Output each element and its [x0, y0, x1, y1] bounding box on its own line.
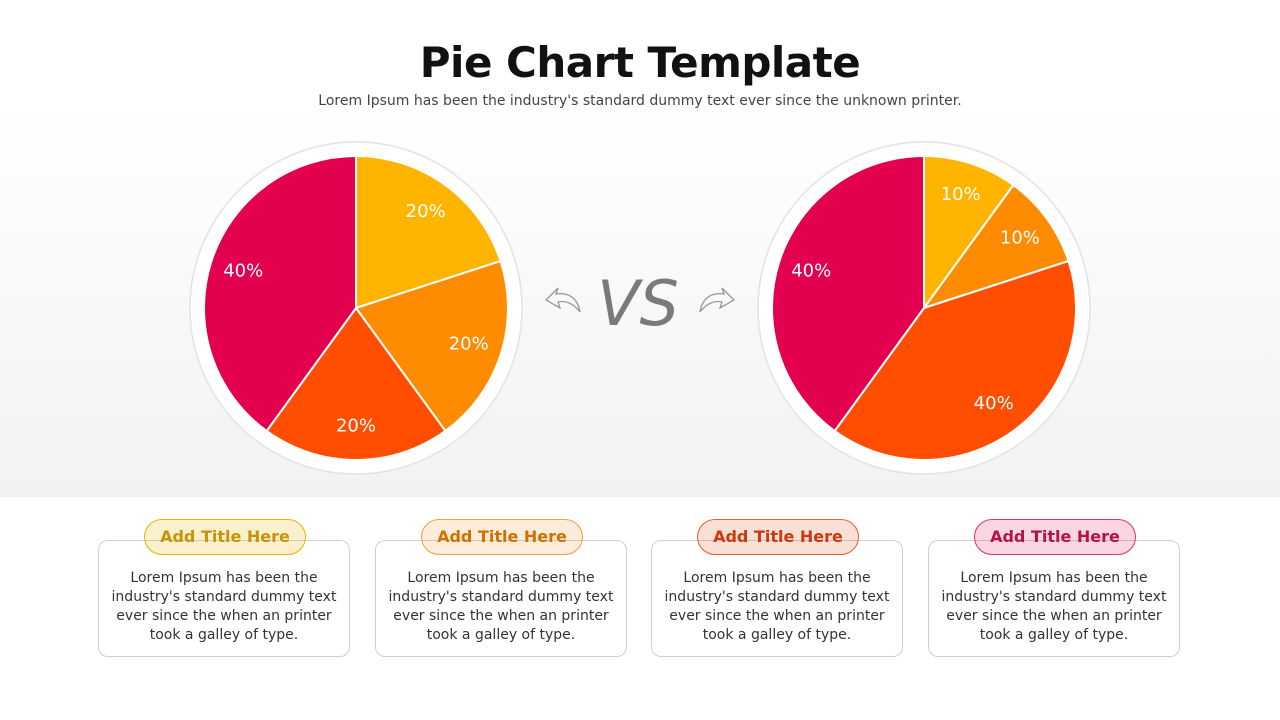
pie-slice — [354, 259, 509, 433]
data-label: 20% — [406, 201, 446, 222]
pie-slice — [771, 154, 925, 433]
card-title: Add Title Here — [974, 519, 1136, 555]
card-title: Add Title Here — [697, 519, 859, 555]
pie-slice — [923, 154, 1015, 312]
arrow-right — [699, 287, 736, 313]
card-text: Lorem Ipsum has been the industry's stan… — [111, 570, 337, 643]
card: Lorem Ipsum has been the industry's stan… — [928, 540, 1180, 657]
arrow-left — [544, 287, 581, 313]
data-label: 10% — [1000, 227, 1040, 248]
card-text: Lorem Ipsum has been the industry's stan… — [388, 570, 614, 643]
data-label: 20% — [449, 334, 489, 355]
data-label: 40% — [791, 260, 831, 281]
card: Lorem Ipsum has been the industry's stan… — [651, 540, 903, 657]
card-title: Add Title Here — [144, 519, 306, 555]
pie-slice — [355, 154, 502, 310]
card-text: Lorem Ipsum has been the industry's stan… — [664, 570, 890, 643]
subtitle: Lorem Ipsum has been the industry's stan… — [318, 93, 962, 109]
pie-slice — [833, 259, 1077, 461]
pie-slice — [265, 306, 447, 461]
vs-label: VS — [597, 267, 679, 340]
data-label: 40% — [223, 260, 263, 281]
card-title: Add Title Here — [421, 519, 583, 555]
card: Lorem Ipsum has been the industry's stan… — [375, 540, 627, 657]
pie-slice — [921, 183, 1070, 310]
card-text: Lorem Ipsum has been the industry's stan… — [941, 570, 1167, 643]
data-label: 40% — [974, 393, 1014, 414]
title: Pie Chart Template — [419, 38, 861, 87]
data-label: 10% — [941, 184, 981, 205]
data-label: 20% — [336, 416, 376, 437]
card: Lorem Ipsum has been the industry's stan… — [98, 540, 350, 657]
pie-slice — [203, 154, 357, 433]
charts: VS 20% 20% 20% 40% 10% 10% 40% 40% — [189, 141, 1091, 475]
